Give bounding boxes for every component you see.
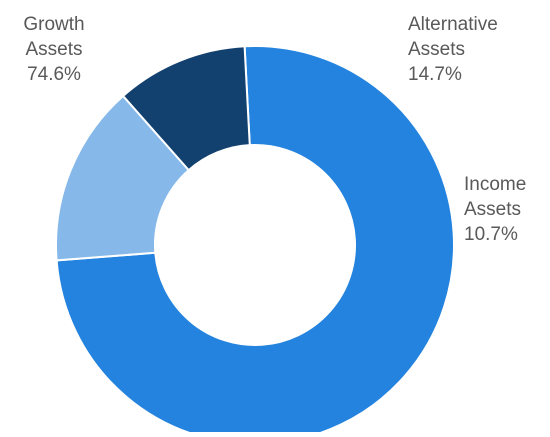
label-alternative-assets-line1: Alternative (408, 14, 498, 35)
label-alternative-assets-value: 14.7% (408, 64, 462, 85)
label-growth-assets-line1: Growth (23, 14, 85, 35)
label-growth-assets-value: 74.6% (27, 64, 81, 85)
donut-slice-growth-assets (55, 45, 455, 437)
label-income-assets: Income Assets 10.7% (464, 172, 526, 247)
label-alternative-assets: Alternative Assets 14.7% (408, 12, 498, 87)
label-growth-assets-line2: Assets (25, 39, 83, 60)
slices-group (55, 45, 455, 437)
label-alternative-assets-line2: Assets (408, 39, 466, 60)
donut-slice-income-assets (121, 45, 251, 172)
label-income-assets-value: 10.7% (464, 224, 518, 245)
label-income-assets-line2: Assets (464, 199, 522, 220)
label-income-assets-line1: Income (464, 174, 527, 195)
label-growth-assets: Growth Assets 74.6% (6, 12, 102, 87)
